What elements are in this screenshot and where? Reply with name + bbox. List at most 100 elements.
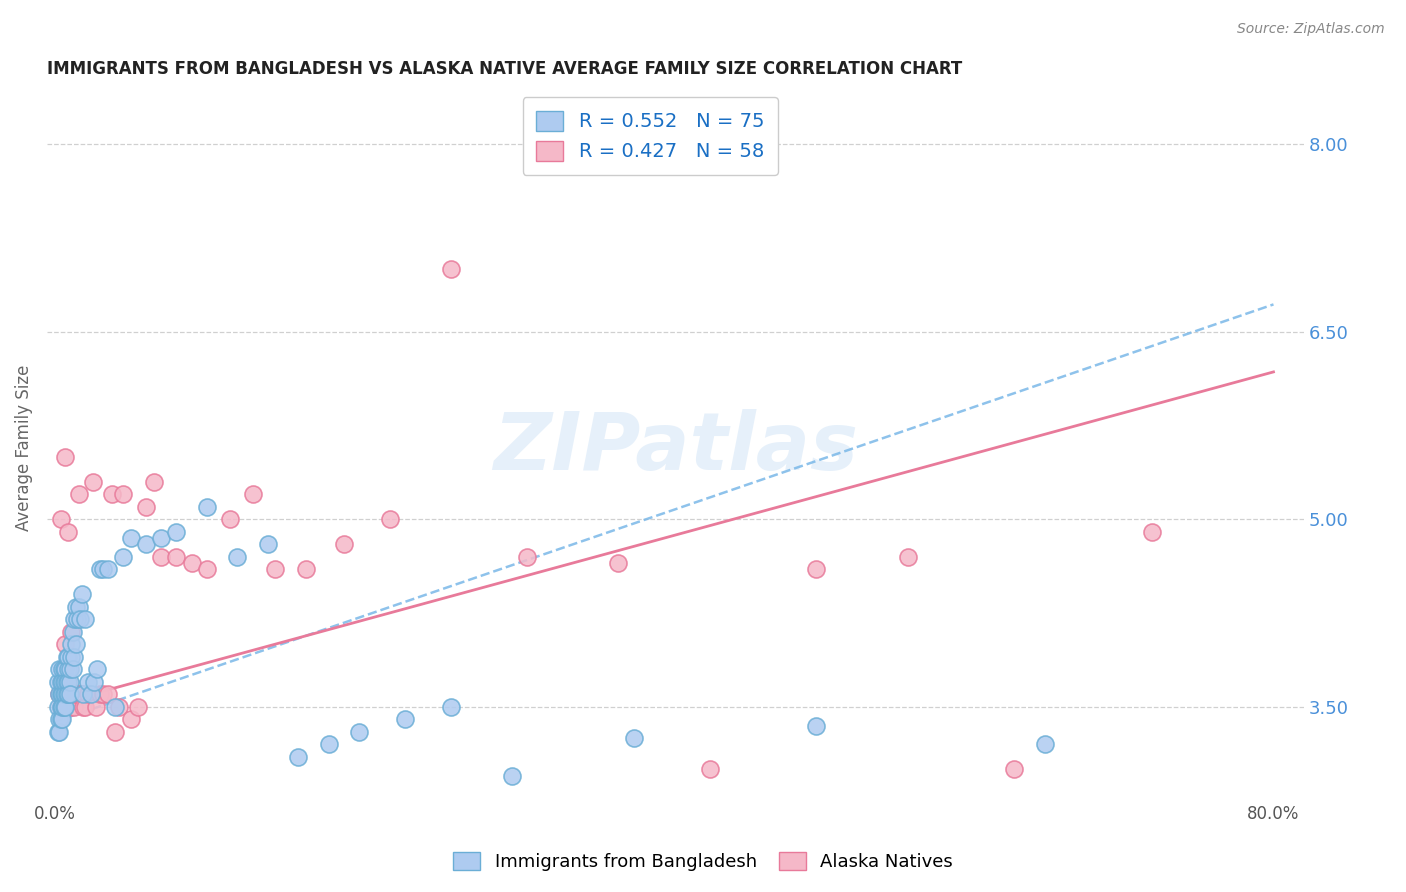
Point bbox=[180, 556, 202, 570]
Point bbox=[806, 562, 828, 576]
Point bbox=[91, 562, 114, 576]
Point bbox=[333, 537, 356, 551]
Point bbox=[65, 599, 87, 614]
Point bbox=[53, 699, 76, 714]
Text: IMMIGRANTS FROM BANGLADESH VS ALASKA NATIVE AVERAGE FAMILY SIZE CORRELATION CHAR: IMMIGRANTS FROM BANGLADESH VS ALASKA NAT… bbox=[46, 60, 962, 78]
Point bbox=[59, 687, 82, 701]
Point bbox=[501, 769, 523, 783]
Point bbox=[53, 450, 76, 464]
Point bbox=[165, 524, 187, 539]
Point bbox=[107, 699, 129, 714]
Point bbox=[53, 699, 76, 714]
Point bbox=[51, 674, 73, 689]
Point bbox=[59, 662, 82, 676]
Point bbox=[52, 699, 75, 714]
Point bbox=[101, 487, 124, 501]
Point bbox=[52, 662, 75, 676]
Point bbox=[67, 487, 90, 501]
Point bbox=[394, 712, 416, 726]
Point bbox=[264, 562, 287, 576]
Legend: R = 0.552   N = 75, R = 0.427   N = 58: R = 0.552 N = 75, R = 0.427 N = 58 bbox=[523, 97, 778, 175]
Point bbox=[53, 674, 76, 689]
Point bbox=[51, 699, 73, 714]
Point bbox=[49, 512, 72, 526]
Point bbox=[58, 674, 80, 689]
Point bbox=[53, 662, 76, 676]
Point bbox=[48, 724, 70, 739]
Point bbox=[69, 612, 91, 626]
Point bbox=[59, 687, 82, 701]
Point bbox=[49, 699, 72, 714]
Point bbox=[165, 549, 187, 564]
Point bbox=[67, 599, 90, 614]
Point bbox=[699, 763, 721, 777]
Point bbox=[51, 699, 73, 714]
Point bbox=[73, 612, 96, 626]
Point bbox=[77, 674, 100, 689]
Point bbox=[70, 587, 93, 601]
Point bbox=[378, 512, 401, 526]
Point bbox=[48, 662, 70, 676]
Point bbox=[112, 487, 135, 501]
Point bbox=[318, 738, 340, 752]
Point bbox=[806, 718, 828, 732]
Point bbox=[120, 531, 142, 545]
Point bbox=[63, 649, 86, 664]
Point bbox=[66, 612, 89, 626]
Point bbox=[104, 699, 127, 714]
Point bbox=[349, 724, 371, 739]
Point bbox=[46, 699, 69, 714]
Point bbox=[51, 662, 73, 676]
Point bbox=[63, 699, 86, 714]
Point bbox=[62, 624, 84, 639]
Point bbox=[48, 687, 70, 701]
Point bbox=[1033, 738, 1056, 752]
Point bbox=[91, 687, 114, 701]
Point bbox=[51, 712, 73, 726]
Point bbox=[51, 687, 73, 701]
Point bbox=[195, 500, 218, 514]
Point bbox=[295, 562, 318, 576]
Point bbox=[53, 687, 76, 701]
Point bbox=[226, 549, 249, 564]
Point bbox=[46, 724, 69, 739]
Point bbox=[77, 687, 100, 701]
Point bbox=[89, 562, 111, 576]
Y-axis label: Average Family Size: Average Family Size bbox=[15, 364, 32, 531]
Point bbox=[48, 712, 70, 726]
Point bbox=[58, 687, 80, 701]
Point bbox=[135, 500, 157, 514]
Point bbox=[52, 687, 75, 701]
Point bbox=[53, 637, 76, 651]
Point bbox=[59, 699, 82, 714]
Point bbox=[52, 687, 75, 701]
Point bbox=[51, 699, 73, 714]
Point bbox=[51, 674, 73, 689]
Point bbox=[80, 687, 103, 701]
Point bbox=[287, 750, 309, 764]
Point bbox=[1140, 524, 1163, 539]
Point bbox=[112, 549, 135, 564]
Point bbox=[66, 687, 89, 701]
Point bbox=[82, 475, 104, 489]
Point bbox=[55, 687, 77, 701]
Point bbox=[150, 549, 173, 564]
Point bbox=[49, 699, 72, 714]
Point bbox=[48, 687, 70, 701]
Point bbox=[49, 687, 72, 701]
Point bbox=[72, 699, 94, 714]
Point bbox=[58, 674, 80, 689]
Point bbox=[1004, 763, 1026, 777]
Point bbox=[65, 687, 87, 701]
Point bbox=[440, 262, 463, 277]
Point bbox=[58, 662, 80, 676]
Point bbox=[897, 549, 920, 564]
Point bbox=[49, 712, 72, 726]
Point bbox=[60, 637, 83, 651]
Point bbox=[135, 537, 157, 551]
Point bbox=[55, 674, 77, 689]
Point bbox=[218, 512, 240, 526]
Point bbox=[55, 687, 77, 701]
Point bbox=[104, 724, 127, 739]
Point bbox=[256, 537, 278, 551]
